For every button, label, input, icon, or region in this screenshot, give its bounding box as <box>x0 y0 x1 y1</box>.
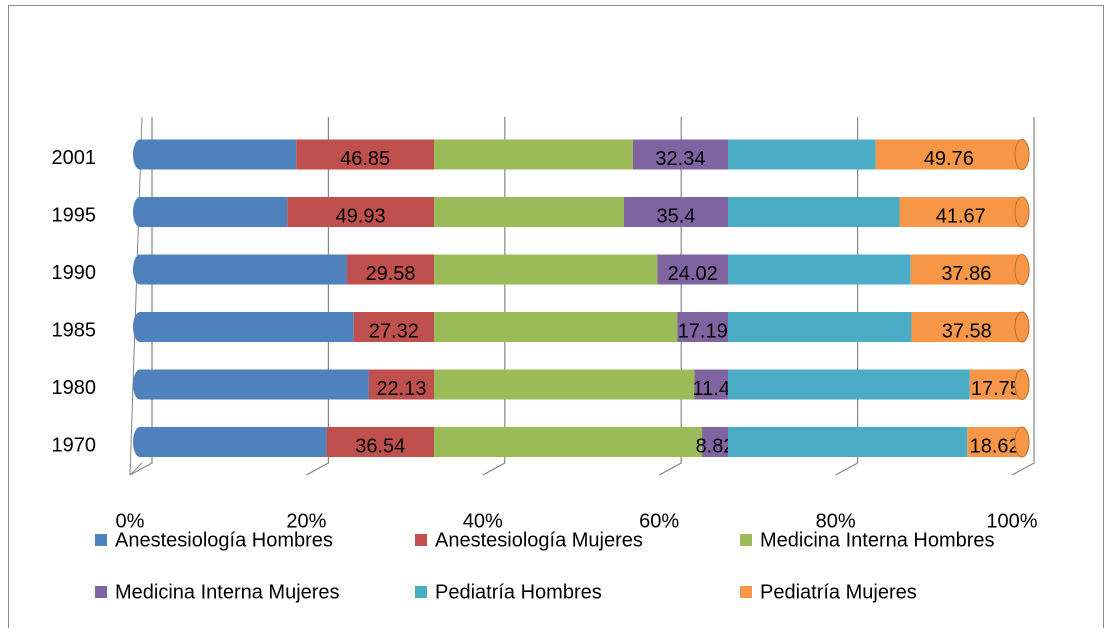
bar-cap <box>1014 196 1030 228</box>
bar <box>657 254 728 285</box>
bar <box>728 369 970 400</box>
legend-swatch <box>95 586 107 598</box>
grid-line <box>306 117 329 476</box>
bar <box>728 254 911 285</box>
bar <box>910 254 1022 285</box>
grid-line <box>835 117 859 476</box>
bar-cap <box>1014 254 1030 285</box>
bar <box>677 312 728 342</box>
bar <box>728 427 968 457</box>
bar <box>434 369 695 400</box>
bar <box>911 312 1022 342</box>
grid-line <box>129 117 153 476</box>
data-label: 11.4 <box>693 378 730 400</box>
x-tick-label: 40% <box>463 510 503 532</box>
grid-line <box>482 117 506 476</box>
bar <box>728 139 876 170</box>
bar-cap <box>1014 426 1030 458</box>
data-label: 29.58 <box>365 263 415 285</box>
y-tick-label: 1990 <box>52 262 97 284</box>
bar <box>434 312 678 342</box>
bar <box>326 427 434 457</box>
legend-label: Medicina Interna Mujeres <box>115 581 340 603</box>
bar <box>140 312 354 342</box>
data-label: 37.58 <box>942 320 992 342</box>
bar <box>702 427 728 457</box>
bar <box>623 197 728 227</box>
bar <box>728 312 912 342</box>
legend-label: Anestesiología Mujeres <box>435 529 643 551</box>
x-tick-label: 20% <box>286 510 326 532</box>
bar <box>368 369 434 400</box>
grid-line <box>1011 117 1035 476</box>
data-label: 37.86 <box>941 263 991 285</box>
data-label: 32.34 <box>655 148 705 170</box>
bar <box>434 427 703 457</box>
data-label: 24.02 <box>668 263 718 285</box>
data-label: 36.54 <box>355 435 405 457</box>
legend-label: Pediatría Mujeres <box>760 581 917 603</box>
data-label: 41.67 <box>936 205 986 227</box>
data-label: 49.93 <box>336 205 386 227</box>
data-label: 8.82 <box>696 435 735 457</box>
bar <box>434 254 658 285</box>
legend-swatch <box>415 534 427 546</box>
data-label: 49.76 <box>924 148 974 170</box>
bar <box>434 197 624 227</box>
legend-swatch <box>740 534 752 546</box>
legend-label: Medicina Interna Hombres <box>760 529 995 551</box>
bar <box>140 197 288 227</box>
bar-cap <box>1014 311 1030 343</box>
bar <box>899 197 1022 227</box>
legend-label: Pediatría Hombres <box>435 581 602 603</box>
y-tick-label: 1985 <box>52 319 97 341</box>
bar-cap <box>1014 139 1030 170</box>
back-wall-edge <box>129 116 143 476</box>
bar <box>969 369 1022 400</box>
bar <box>296 139 434 170</box>
bar <box>287 197 434 227</box>
bar <box>728 197 900 227</box>
legend-swatch <box>415 586 427 598</box>
bar <box>347 254 434 285</box>
x-tick-label: 100% <box>986 510 1037 532</box>
bar <box>140 427 327 457</box>
data-label: 18.62 <box>970 435 1020 457</box>
x-tick-label: 0% <box>116 510 145 532</box>
y-tick-label: 1970 <box>52 434 97 456</box>
data-label: 17.19 <box>678 320 728 342</box>
data-label: 35.4 <box>656 205 695 227</box>
legend-swatch <box>740 586 752 598</box>
legend-label: Anestesiología Hombres <box>115 529 333 551</box>
bar <box>353 312 434 342</box>
data-label: 27.32 <box>369 320 419 342</box>
data-label: 46.85 <box>340 148 390 170</box>
bar <box>140 254 348 285</box>
y-tick-label: 1980 <box>52 377 97 399</box>
data-label: 17.75 <box>971 378 1021 400</box>
grid-line <box>658 117 682 476</box>
bar <box>694 369 728 400</box>
x-tick-label: 60% <box>639 510 679 532</box>
bar <box>140 369 369 400</box>
x-tick-label: 80% <box>816 510 856 532</box>
y-tick-label: 2001 <box>52 147 97 169</box>
chart-frame <box>8 5 1104 633</box>
legend-swatch <box>95 534 107 546</box>
bar <box>140 139 297 170</box>
bar-cap <box>1014 369 1030 400</box>
bar <box>434 139 633 170</box>
data-label: 22.13 <box>376 378 426 400</box>
y-tick-label: 1995 <box>52 204 97 226</box>
bar <box>967 427 1022 457</box>
bar <box>632 139 728 170</box>
bar <box>875 139 1022 170</box>
